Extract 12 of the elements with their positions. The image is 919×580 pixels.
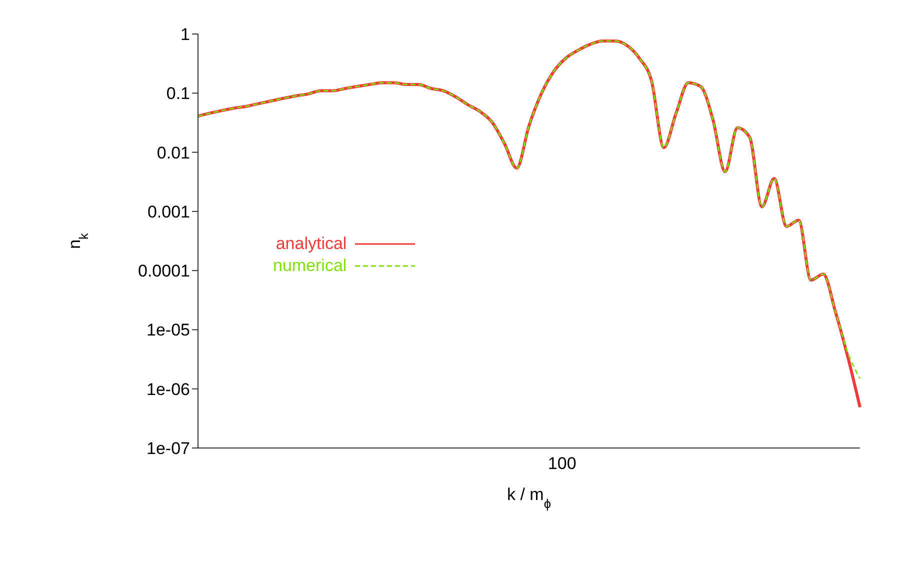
y-tick-label: 0.1 — [166, 84, 190, 104]
y-tick-label: 1e-05 — [146, 320, 190, 340]
legend-label: analytical — [276, 233, 347, 255]
y-tick-label: 0.001 — [147, 202, 190, 222]
text: 100 — [546, 454, 578, 474]
y-tick-label: 0.0001 — [138, 262, 190, 281]
y-tick-label: 0.01 — [156, 143, 190, 162]
y-tick-label: 1e-06 — [146, 380, 190, 399]
y-tick-label: 1 — [180, 25, 190, 44]
y-tick-label: 1e-07 — [146, 439, 190, 458]
legend-label: numerical — [273, 255, 347, 277]
x-axis-title: k / m$_{ϕ}$ — [507, 485, 551, 510]
